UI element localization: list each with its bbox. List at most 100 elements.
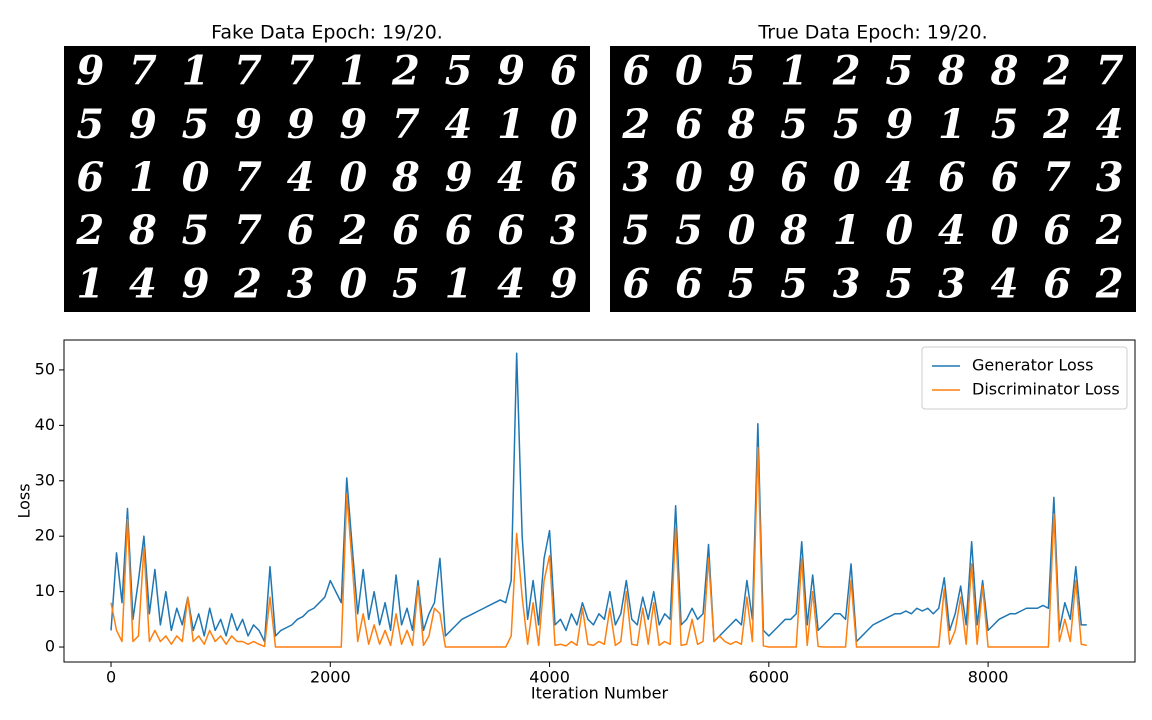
digit: 0	[833, 154, 861, 201]
line-series	[110, 446, 1087, 648]
digit: 0	[991, 207, 1019, 254]
digit: 1	[833, 207, 861, 254]
digit: 8	[391, 154, 420, 201]
line-series	[110, 352, 1087, 643]
digit: 4	[287, 154, 315, 201]
digit: 7	[129, 48, 157, 95]
y-tick-label: 40	[35, 415, 55, 434]
digit: 9	[728, 154, 756, 201]
digit: 1	[76, 260, 104, 307]
digit: 6	[938, 154, 966, 201]
digit: 9	[182, 260, 210, 307]
digit: 6	[497, 207, 525, 254]
digit: 2	[338, 207, 367, 254]
digit: 5	[780, 260, 808, 307]
digit: 3	[1096, 154, 1124, 201]
digit: 7	[1043, 154, 1071, 201]
digit: 9	[339, 101, 367, 148]
digit: 2	[1095, 207, 1124, 254]
digit: 9	[129, 101, 157, 148]
digit: 6	[622, 260, 650, 307]
panel-title: Fake Data Epoch: 19/20.	[211, 22, 443, 44]
digit: 7	[392, 101, 420, 148]
digit: 6	[675, 101, 703, 148]
digit: 6	[392, 207, 420, 254]
digit: 0	[728, 207, 756, 254]
x-tick-label: 8000	[968, 668, 1009, 687]
digit: 1	[182, 48, 210, 95]
digit: 9	[234, 101, 262, 148]
digit: 6	[287, 207, 315, 254]
digit: 8	[990, 48, 1019, 95]
digit: 4	[991, 260, 1019, 307]
digit: 7	[234, 207, 262, 254]
digit: 4	[938, 207, 966, 254]
x-tick-label: 6000	[748, 668, 789, 687]
digit: 5	[780, 101, 808, 148]
digit: 8	[128, 207, 157, 254]
digit: 9	[445, 154, 473, 201]
digit: 5	[728, 48, 756, 95]
digit: 7	[234, 48, 262, 95]
digit: 6	[991, 154, 1019, 201]
digit: 0	[885, 207, 913, 254]
digit: 5	[728, 260, 756, 307]
digit: 4	[1096, 101, 1124, 148]
plot-frame	[63, 339, 1136, 663]
digit: 1	[497, 101, 525, 148]
digit: 2	[75, 207, 104, 254]
digit: 5	[445, 48, 473, 95]
digit: 9	[885, 101, 913, 148]
digit: 3	[550, 207, 578, 254]
image-panel	[64, 46, 590, 312]
digit: 2	[832, 48, 861, 95]
digit: 2	[391, 48, 420, 95]
digit: 0	[339, 260, 367, 307]
digit: 5	[833, 101, 861, 148]
digit: 5	[76, 101, 104, 148]
digit: 8	[779, 207, 808, 254]
legend-label: Generator Loss	[972, 356, 1093, 375]
digit: 7	[1096, 48, 1124, 95]
digit: 5	[885, 48, 913, 95]
digit: 5	[991, 101, 1019, 148]
digit: 6	[445, 207, 473, 254]
digit: 5	[182, 101, 210, 148]
digit: 0	[182, 154, 210, 201]
digit: 1	[445, 260, 473, 307]
digit: 6	[550, 48, 578, 95]
digit: 5	[675, 207, 703, 254]
digit: 7	[287, 48, 315, 95]
x-axis-label: Iteration Number	[531, 684, 669, 703]
digit: 3	[622, 154, 650, 201]
digit: 4	[129, 260, 157, 307]
digit: 8	[937, 48, 966, 95]
digit: 9	[497, 48, 525, 95]
digit: 6	[780, 154, 808, 201]
legend-box	[921, 346, 1128, 410]
digit: 5	[392, 260, 420, 307]
digit: 1	[129, 154, 157, 201]
y-tick-label: 30	[35, 470, 55, 489]
digit: 6	[76, 154, 104, 201]
digit: 1	[339, 48, 367, 95]
x-tick-label: 4000	[529, 668, 570, 687]
digit: 4	[497, 260, 525, 307]
digit: 5	[885, 260, 913, 307]
digit: 2	[1042, 101, 1071, 148]
y-tick-label: 20	[35, 526, 55, 545]
digit: 2	[621, 101, 650, 148]
x-tick-label: 0	[106, 668, 116, 687]
legend-label: Discriminator Loss	[972, 380, 1120, 399]
digit: 6	[1043, 260, 1071, 307]
digit: 2	[233, 260, 262, 307]
digit: 1	[780, 48, 808, 95]
digit: 5	[622, 207, 650, 254]
y-tick-label: 50	[35, 359, 55, 378]
digit: 9	[287, 101, 315, 148]
digit: 6	[622, 48, 650, 95]
digit: 4	[497, 154, 525, 201]
digit: 9	[550, 260, 578, 307]
digit: 8	[727, 101, 756, 148]
